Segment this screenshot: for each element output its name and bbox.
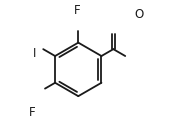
Text: F: F <box>29 106 36 119</box>
Text: F: F <box>74 4 81 17</box>
Text: O: O <box>135 8 144 21</box>
Text: I: I <box>33 47 37 60</box>
